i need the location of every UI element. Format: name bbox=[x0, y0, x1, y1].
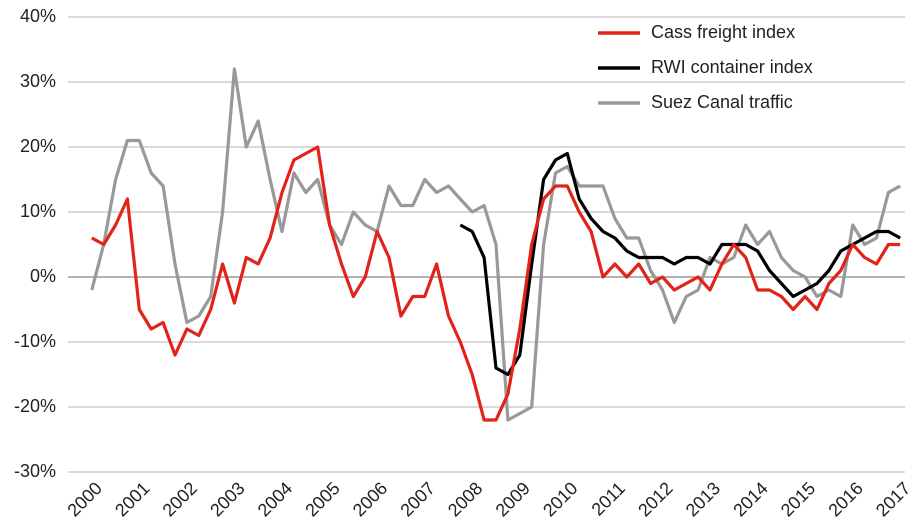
x-tick-label: 2013 bbox=[682, 478, 724, 520]
x-tick-label: 2010 bbox=[539, 478, 581, 520]
x-tick-label: 2000 bbox=[64, 478, 106, 520]
x-tick-label: 2017 bbox=[872, 478, 914, 520]
y-tick-label: 40% bbox=[20, 6, 56, 26]
x-tick-label: 2016 bbox=[824, 478, 866, 520]
legend-label: Suez Canal traffic bbox=[651, 92, 793, 112]
y-tick-label: 30% bbox=[20, 71, 56, 91]
x-tick-label: 2009 bbox=[492, 478, 534, 520]
x-tick-label: 2006 bbox=[349, 478, 391, 520]
x-tick-label: 2004 bbox=[254, 478, 296, 520]
y-tick-label: -20% bbox=[14, 396, 56, 416]
y-tick-label: -30% bbox=[14, 461, 56, 481]
x-tick-label: 2011 bbox=[588, 478, 630, 520]
series-line bbox=[90, 67, 901, 422]
x-tick-label: 2002 bbox=[159, 478, 201, 520]
legend-label: RWI container index bbox=[651, 57, 813, 77]
x-tick-label: 2014 bbox=[729, 478, 771, 520]
y-tick-label: 20% bbox=[20, 136, 56, 156]
x-tick-label: 2012 bbox=[634, 478, 676, 520]
y-tick-label: 10% bbox=[20, 201, 56, 221]
x-tick-label: 2007 bbox=[396, 478, 438, 520]
x-tick-label: 2015 bbox=[777, 478, 819, 520]
y-tick-label: 0% bbox=[30, 266, 56, 286]
x-tick-label: 2001 bbox=[111, 478, 153, 520]
x-tick-label: 2005 bbox=[301, 478, 343, 520]
legend-label: Cass freight index bbox=[651, 22, 795, 42]
x-tick-label: 2008 bbox=[444, 478, 486, 520]
series-line bbox=[91, 145, 901, 422]
series-line bbox=[459, 151, 901, 377]
x-tick-label: 2003 bbox=[206, 478, 248, 520]
y-tick-label: -10% bbox=[14, 331, 56, 351]
